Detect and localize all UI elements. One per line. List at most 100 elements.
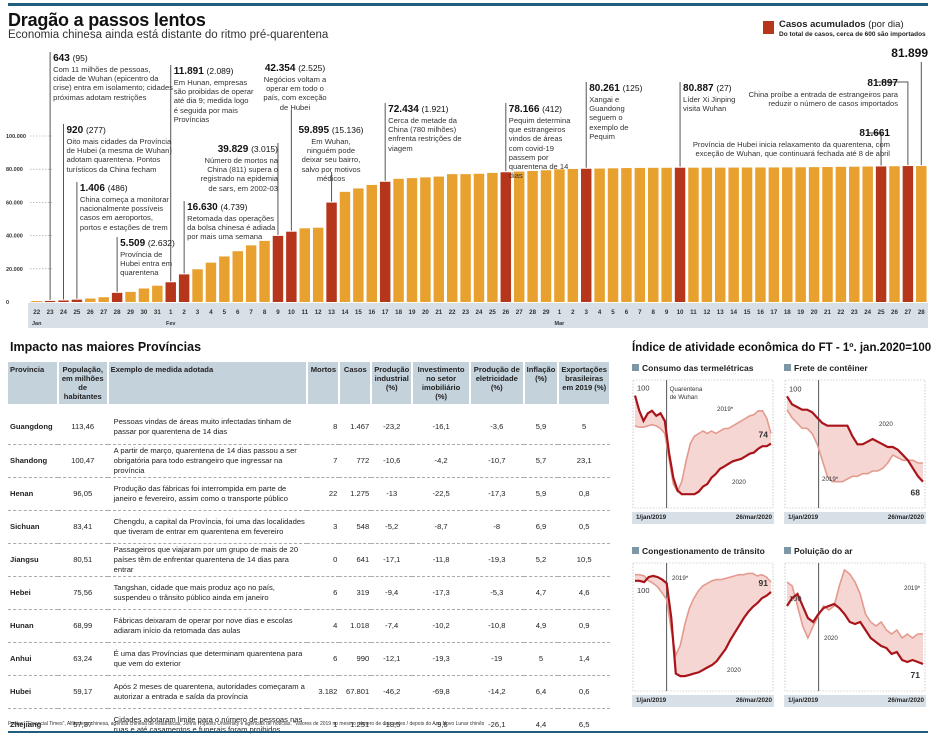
bar — [701, 167, 713, 302]
column-header: Produção industrial (%) — [371, 362, 414, 404]
x-tick-label: 28 — [918, 309, 925, 316]
x-tick-label: 24 — [476, 309, 483, 316]
x-tick-label: 29 — [543, 309, 550, 316]
cell-value: -19,3 — [412, 642, 470, 676]
bar — [674, 167, 686, 302]
cell-value: 7 — [307, 444, 340, 478]
footnote: Fontes: "Financial Times", Alfândega chi… — [8, 721, 485, 727]
table-row: Zhejiang 57,37 Cidades adotaram limite par… — [8, 708, 610, 737]
cell-value: -17,3 — [469, 477, 524, 511]
cell-value: 100,47 — [57, 444, 108, 478]
mini-line-chart: 100 71 2019* 2020 — [784, 562, 926, 692]
measure-text: Passageiros que viajaram por um grupo de… — [107, 543, 308, 577]
chart-annotation: 643 (95) Com 11 milhões de pessoas, cidad… — [53, 52, 173, 102]
cell-value: -9,4 — [371, 576, 413, 610]
series-2019-line — [635, 572, 772, 658]
series-2019-line — [786, 568, 923, 640]
cell-value: -10,7 — [469, 444, 524, 478]
legend-square-icon — [632, 547, 639, 554]
x-tick-label: 27 — [100, 309, 107, 316]
cell-value: 63,24 — [57, 642, 108, 676]
cell-value: 59,17 — [57, 675, 108, 709]
province-name: Anhui — [8, 642, 58, 676]
chart-annotation: 42.354 (2.525) Negócios voltam a operar e… — [262, 62, 328, 112]
cell-value: 1,4 — [558, 642, 610, 676]
chart-annotation: 11.891 (2.089) Em Hunan, empresas são pro… — [174, 65, 254, 124]
top-rule — [8, 3, 928, 6]
measure-text: É uma das Províncias que determinam quar… — [107, 642, 308, 676]
cell-value: -26,1 — [488, 719, 506, 729]
annotation-value: 643 (95) — [53, 53, 88, 64]
x-tick-label: 10 — [288, 309, 295, 316]
cell-value: 3.182 — [307, 675, 340, 709]
cell-value: 772 — [339, 444, 372, 478]
x-tick-label: 26 — [502, 309, 509, 316]
series-2020-line — [786, 592, 924, 666]
cell-value: 6 — [307, 576, 340, 610]
cell-value: -13 — [371, 477, 413, 511]
x-tick-label: 24 — [864, 309, 871, 316]
x-tick-label: 27 — [516, 309, 523, 316]
bar — [728, 167, 739, 302]
bar — [782, 167, 793, 302]
cell-value: 22 — [307, 477, 340, 511]
cell-value: 57,37 — [73, 719, 93, 729]
end-value-label: 74 — [759, 430, 769, 440]
x-tick-label: 1 — [169, 309, 173, 316]
annotation-text: China começa a monitorar nacionalmente p… — [79, 195, 169, 232]
series-2019-label: 2019* — [717, 406, 734, 413]
cell-value: -3,6 — [469, 411, 524, 445]
annotation-text: Número de mortos na China (811) supera o… — [200, 156, 278, 193]
x-tick-label: 24 — [60, 309, 67, 316]
x-tick-label: 3 — [196, 309, 200, 316]
bar — [473, 173, 485, 302]
x-end-label: 26/mar/2020 — [887, 514, 924, 521]
mini-chart-title: Frete de contêiner — [784, 363, 868, 373]
cell-value: 0 — [307, 543, 340, 577]
cell-value: -14,2 — [469, 675, 524, 709]
bar — [875, 166, 887, 302]
table-row: Henan 96,05 Produção das fábricas foi inte… — [8, 477, 610, 511]
chart-annotation: 5.509 (2.632) Província de Hubei entra em… — [120, 237, 180, 278]
cell-value: 67.801 — [339, 675, 372, 709]
bar — [245, 245, 257, 302]
mini-x-axis: 1/jan/2019 26/mar/2020 — [632, 695, 774, 707]
measure-text: Tangshan, cidade que mais produz aço no … — [107, 576, 308, 610]
start-value-label: 100 — [637, 586, 650, 595]
x-tick-label: 4 — [209, 309, 213, 316]
cell-value: 990 — [339, 642, 372, 676]
annotation-value: 5.509 (2.632) — [120, 238, 175, 249]
gap-area — [635, 395, 771, 495]
annotation-value: 72.434 (1.921) — [388, 104, 449, 115]
annotation-value: 11.891 (2.089) — [173, 66, 234, 77]
bar — [688, 167, 699, 302]
cell-value: 5,7 — [523, 444, 559, 478]
x-start-label: 1/jan/2019 — [788, 514, 819, 521]
bar — [513, 171, 525, 302]
table-row: Sichuan 83,41 Chengdu, a capital da Provín… — [8, 510, 610, 544]
mini-chart-title: Poluição do ar — [784, 546, 853, 556]
series-2019-label: 2019* — [672, 575, 689, 582]
province-name: Hebei — [8, 576, 58, 610]
x-tick-label: 9 — [665, 309, 669, 316]
x-tick-label: 26 — [87, 309, 94, 316]
x-tick-label: 19 — [797, 309, 804, 316]
chart-annotation: 1.406 (486) China começa a monitorar naci… — [80, 182, 175, 232]
province-name: Hubei — [8, 675, 58, 709]
annotation-text: Cerca de metade da China (780 milhões) e… — [388, 116, 462, 153]
x-tick-label: 16 — [757, 309, 764, 316]
month-label: Fev — [166, 321, 176, 327]
cell-value: 1.275 — [339, 477, 372, 511]
legend-swatch — [763, 21, 774, 34]
y-tick-label: 80.000 — [6, 167, 23, 173]
x-axis-band — [28, 303, 928, 328]
mini-line-chart: 100 68 2019* 2020 — [784, 379, 926, 509]
bar — [259, 240, 270, 302]
start-value-label: 100 — [789, 594, 802, 603]
province-name: Shandong — [8, 444, 58, 478]
series-2020-line — [633, 395, 772, 496]
cell-value: 4,9 — [523, 609, 559, 643]
bar — [567, 168, 579, 302]
cell-value: 6,9 — [523, 510, 559, 544]
annotation-value: 59.895 (15.136) — [298, 125, 364, 136]
